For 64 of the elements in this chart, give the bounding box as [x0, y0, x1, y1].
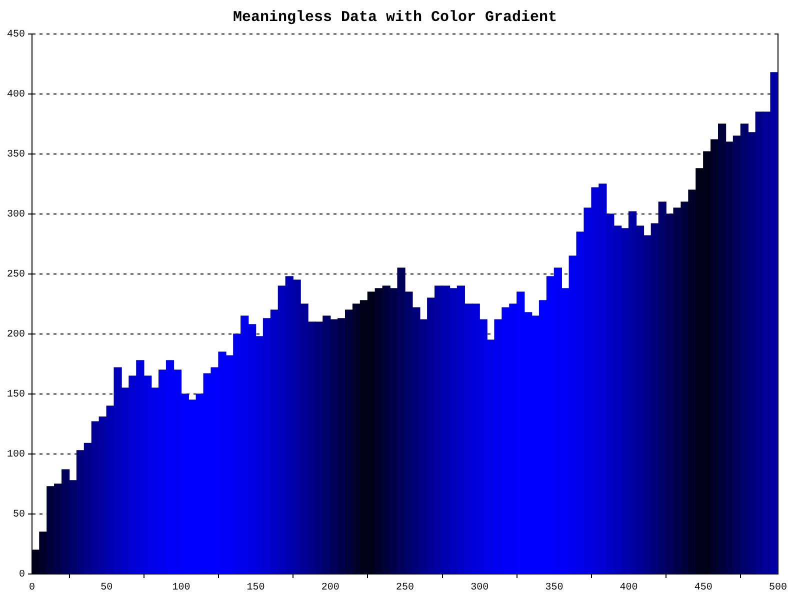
bar — [643, 235, 652, 574]
bar — [322, 316, 331, 574]
y-tick-label: 400 — [6, 90, 26, 101]
bar — [412, 307, 420, 574]
x-tick-label: 150 — [246, 582, 265, 594]
bar — [732, 136, 742, 574]
x-tick-label: 450 — [694, 582, 712, 594]
bar — [673, 208, 682, 574]
y-tick-label: 200 — [6, 330, 26, 341]
bar — [628, 211, 637, 574]
bar — [62, 469, 70, 574]
y-tick-label: 100 — [6, 450, 26, 461]
bar — [658, 202, 666, 574]
bar — [84, 442, 92, 574]
bar — [710, 139, 719, 574]
bar — [308, 322, 316, 574]
x-tick-label: 500 — [768, 582, 788, 594]
x-tick-label: 250 — [396, 582, 414, 594]
x-tick-label: 0 — [28, 582, 36, 594]
x-tick-label: 300 — [470, 582, 489, 594]
bar — [434, 286, 443, 574]
bar — [374, 288, 383, 574]
bar — [330, 319, 338, 574]
bar — [718, 124, 726, 574]
bar — [32, 550, 40, 574]
x-tick-label: 400 — [620, 582, 638, 594]
bar — [91, 421, 100, 574]
bar — [315, 322, 324, 574]
x-tick-label: 100 — [172, 582, 190, 594]
bar — [98, 416, 107, 574]
bar — [650, 223, 659, 574]
y-tick-label: 450 — [6, 30, 26, 41]
bar — [397, 268, 406, 574]
x-tick-label: 350 — [545, 582, 564, 594]
bar — [688, 190, 696, 574]
bar — [352, 304, 361, 574]
bar — [338, 318, 346, 574]
bar — [46, 486, 55, 574]
x-tick-label: 200 — [321, 582, 340, 594]
y-tick-label: 300 — [6, 210, 26, 221]
bar — [76, 450, 85, 574]
bar — [344, 310, 354, 574]
bar — [54, 484, 62, 574]
y-tick-label: 350 — [6, 150, 26, 161]
bar — [300, 304, 308, 574]
bar — [680, 202, 689, 574]
y-tick-label: 150 — [6, 390, 26, 401]
bar — [427, 298, 436, 574]
bar — [725, 142, 734, 574]
bar — [740, 124, 748, 574]
x-tick-label: 50 — [100, 582, 113, 594]
bar — [420, 319, 428, 574]
bar — [770, 72, 778, 574]
bar — [68, 480, 78, 574]
y-tick-label: 0 — [18, 570, 26, 581]
bar — [748, 132, 756, 574]
y-tick-label: 50 — [12, 510, 26, 521]
bar — [382, 286, 390, 574]
chart-title: Meaningless Data with Color Gradient — [232, 8, 558, 26]
bar — [755, 112, 764, 574]
y-tick-label: 250 — [6, 270, 26, 281]
bar — [404, 292, 413, 574]
bar — [636, 226, 644, 574]
bar — [39, 532, 48, 574]
